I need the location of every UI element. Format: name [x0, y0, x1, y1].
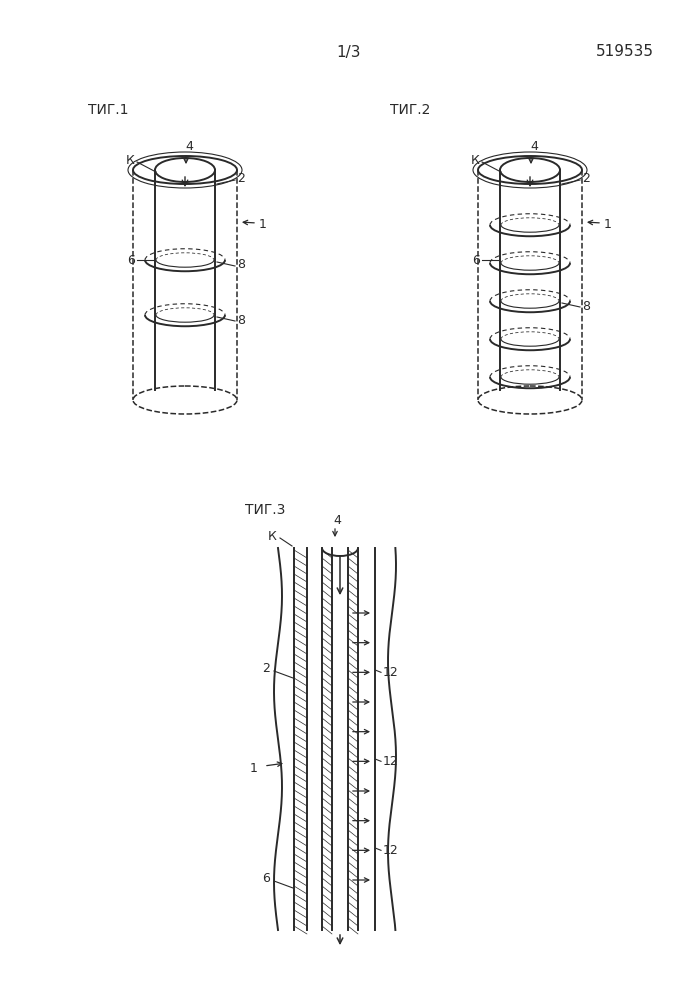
Text: 2: 2 [237, 172, 245, 184]
Text: К: К [126, 153, 135, 166]
Text: 4: 4 [185, 139, 193, 152]
Text: 8: 8 [237, 314, 245, 326]
Text: 1: 1 [259, 219, 267, 232]
Text: 1/3: 1/3 [337, 44, 361, 60]
Text: 2: 2 [262, 662, 270, 674]
Text: 12: 12 [383, 755, 398, 768]
Text: 4: 4 [333, 514, 341, 526]
Text: К: К [471, 153, 480, 166]
Text: 12: 12 [383, 844, 398, 857]
Text: К: К [268, 530, 276, 542]
Text: 8: 8 [582, 300, 590, 312]
Text: 4: 4 [530, 139, 538, 152]
Text: 1: 1 [604, 219, 612, 232]
Text: 2: 2 [582, 172, 590, 184]
Text: 519535: 519535 [596, 44, 654, 60]
Text: 6: 6 [127, 253, 135, 266]
Text: ΤИГ.3: ΤИГ.3 [245, 503, 285, 517]
Text: ΤИГ.2: ΤИГ.2 [390, 103, 431, 117]
Text: ΤИГ.1: ΤИГ.1 [88, 103, 129, 117]
Text: 8: 8 [237, 258, 245, 271]
Text: 12: 12 [383, 666, 398, 679]
Text: 1: 1 [250, 762, 258, 774]
Text: 6: 6 [472, 253, 480, 266]
Text: 6: 6 [262, 871, 270, 884]
